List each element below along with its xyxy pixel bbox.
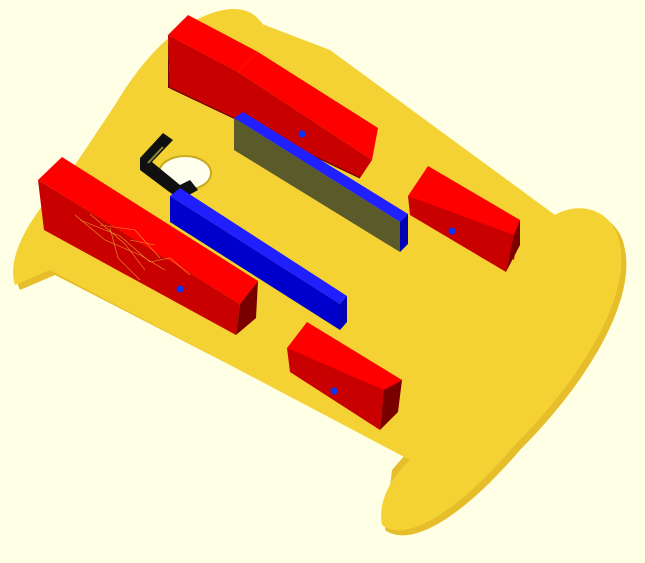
l-bracket [140,133,198,200]
motor-block-back-left [168,15,378,179]
plate-top [13,8,622,531]
motor-block-back-right [408,166,520,272]
motor-block-front-left [38,157,258,335]
motor-block-front-right [287,322,402,430]
block-hole [330,387,338,395]
blue-rail-front [170,188,347,330]
block-hole [448,227,456,235]
engraving [74,213,191,281]
block-hole [298,130,306,138]
blue-rail-back [234,112,408,252]
bracket-highlight [147,146,164,164]
base-plate [13,8,627,536]
bracket-body [140,133,198,200]
block-hole [176,285,184,293]
